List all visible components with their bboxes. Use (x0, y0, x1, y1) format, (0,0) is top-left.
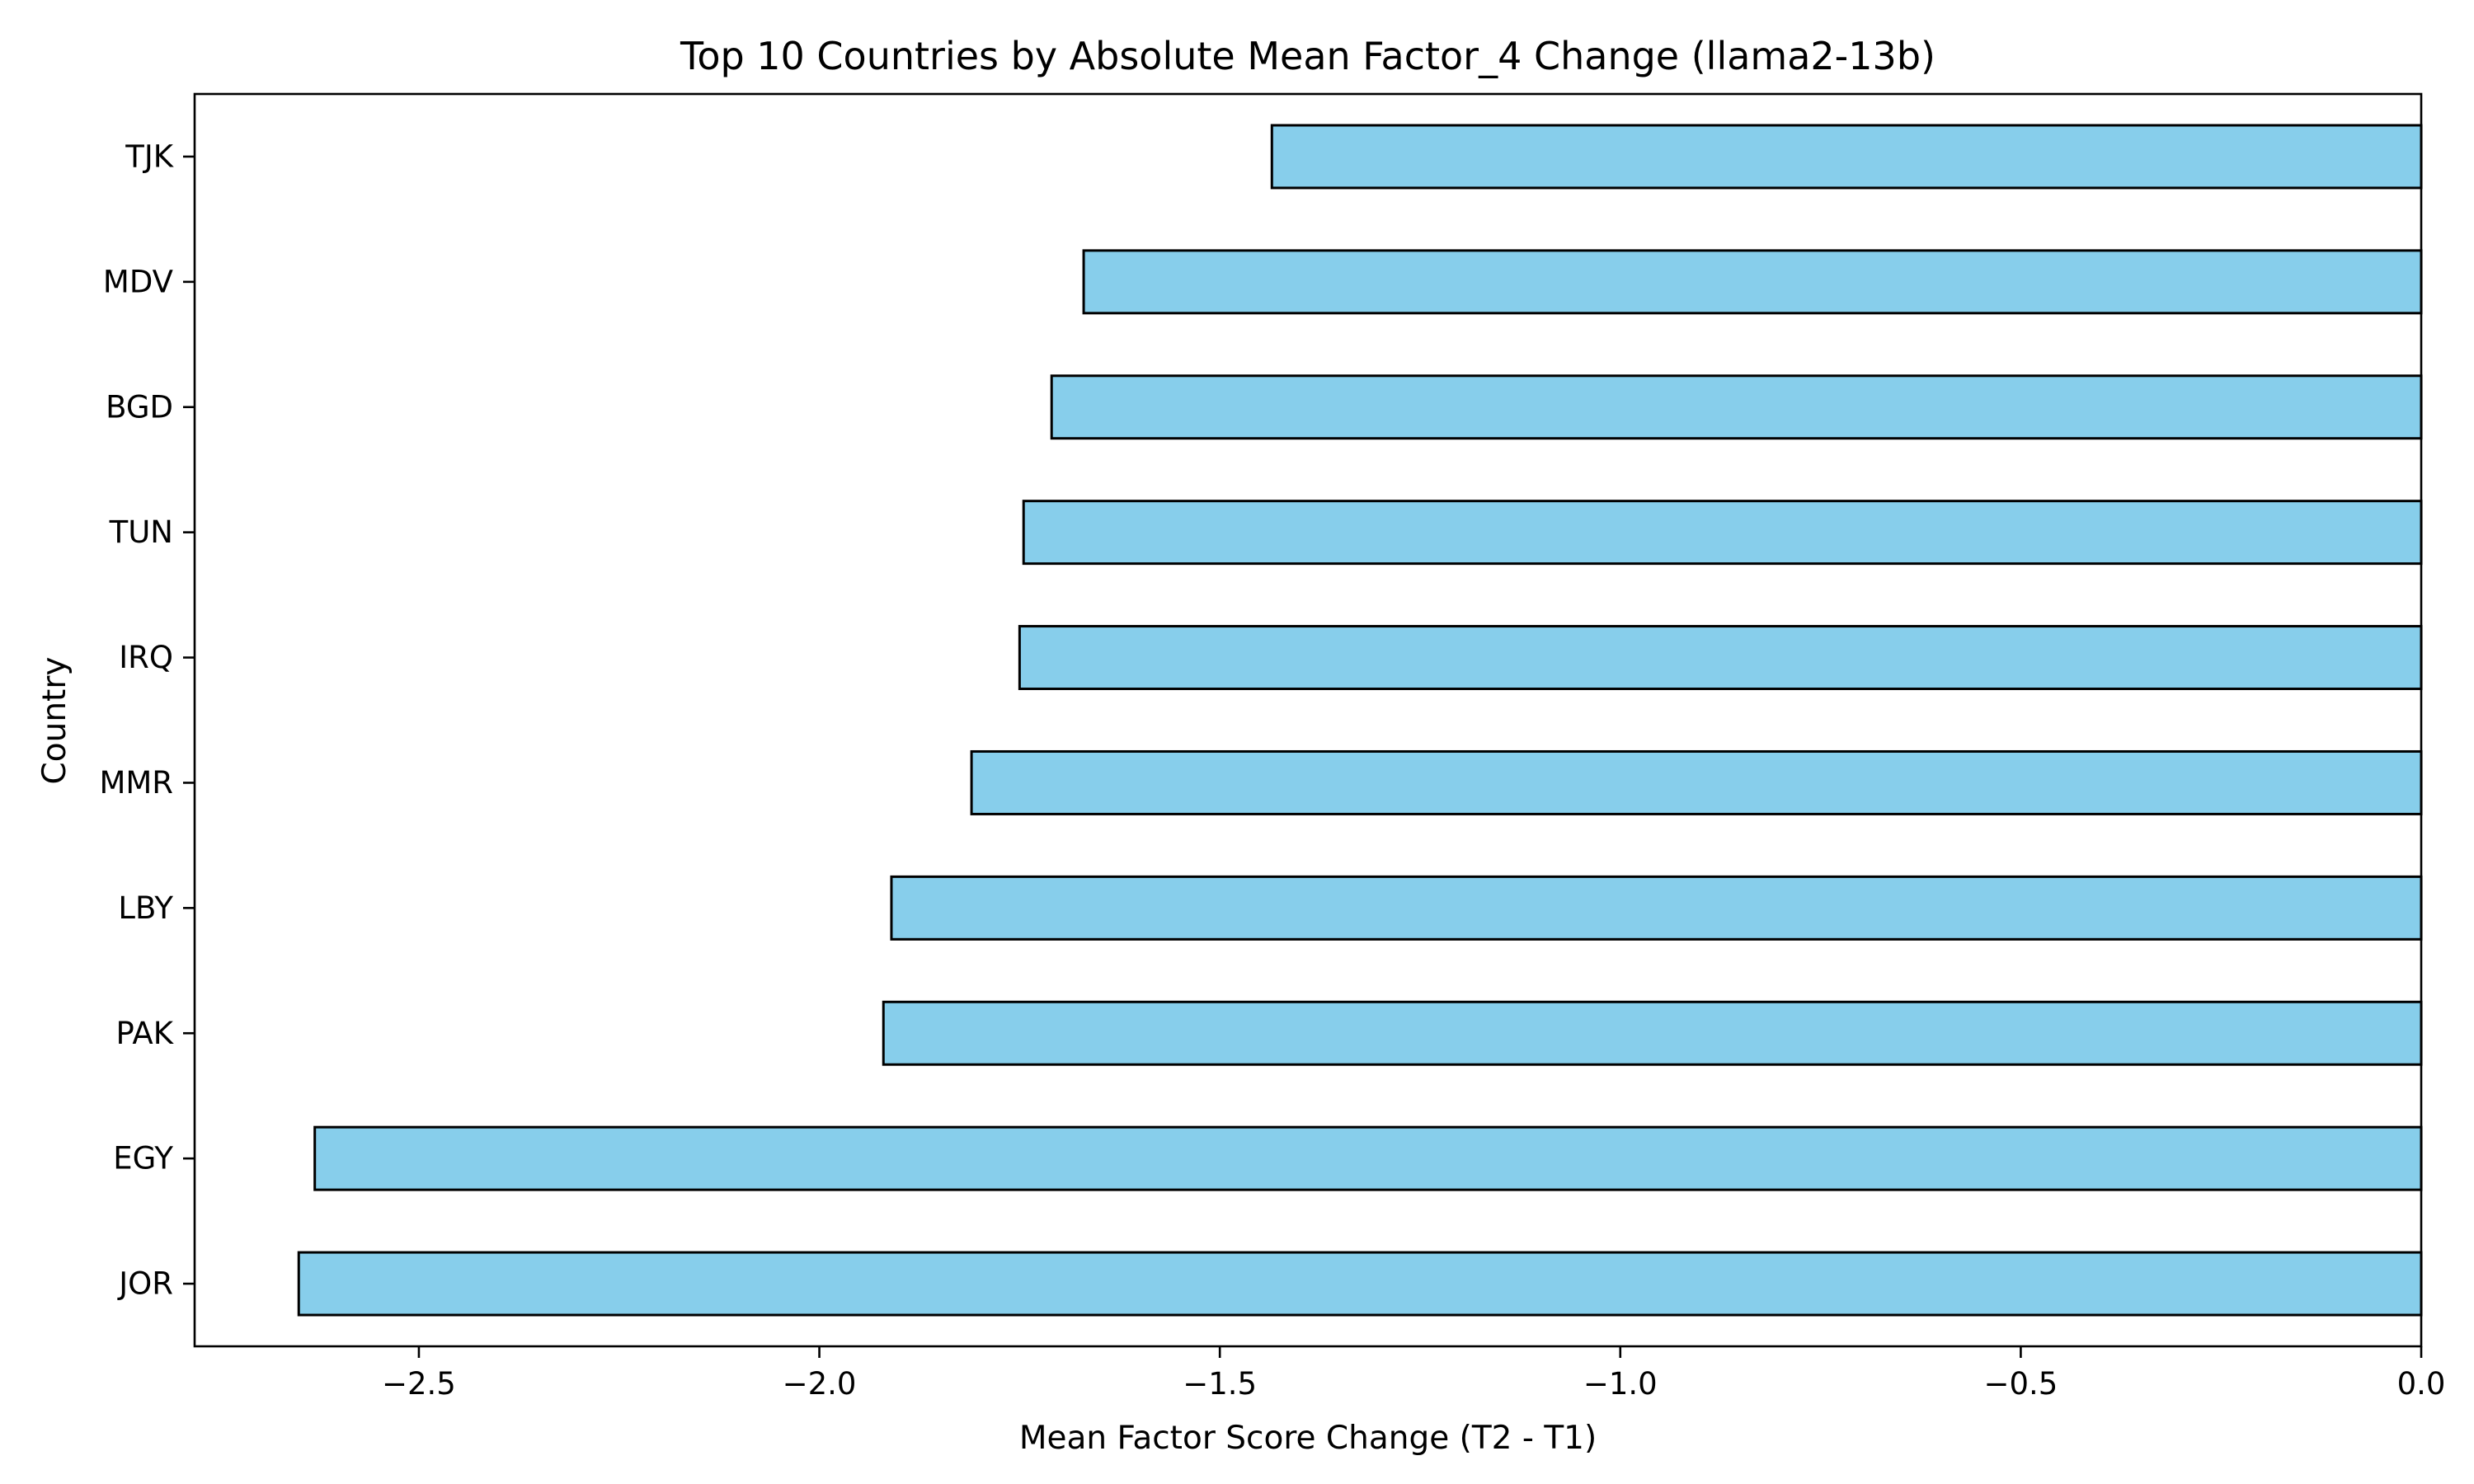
chart-title: Top 10 Countries by Absolute Mean Factor… (680, 34, 1935, 78)
bar-egy (313, 1125, 2423, 1191)
x-tick-label: 0.0 (2397, 1366, 2446, 1402)
bar-irq (1018, 625, 2423, 691)
bar-mmr (970, 749, 2423, 815)
y-tick-label: LBY (118, 890, 173, 926)
y-tick-label: TUN (109, 514, 173, 550)
bar-mdv (1082, 249, 2423, 315)
bar-tjk (1270, 124, 2423, 190)
x-tick-label: −0.5 (1983, 1366, 2058, 1402)
y-tick-label: TJK (125, 139, 175, 174)
bar-pak (882, 1000, 2423, 1066)
y-tick-label: EGY (113, 1141, 173, 1176)
y-axis-ticks: JOR EGY PAK LBY MMR IRQ TUN BGD MDV TJK (99, 139, 195, 1302)
x-tick-label: −1.0 (1583, 1366, 1658, 1402)
bar-bgd (1050, 374, 2423, 440)
bar-tun (1022, 500, 2423, 566)
y-tick-label: JOR (117, 1266, 173, 1302)
y-tick-label: MDV (103, 264, 173, 299)
bar-lby (890, 875, 2423, 941)
x-tick-label: −2.0 (783, 1366, 857, 1402)
plot-frame (193, 92, 2423, 1348)
x-axis-title: Mean Factor Score Change (T2 - T1) (1019, 1420, 1597, 1457)
bars-layer (297, 124, 2423, 1317)
bar-jor (297, 1251, 2423, 1317)
y-tick-label: BGD (106, 389, 173, 425)
x-tick-label: −1.5 (1183, 1366, 1257, 1402)
x-axis-ticks: −2.5 −2.0 −1.5 −1.0 −0.5 0.0 (382, 1346, 2445, 1402)
x-tick-label: −2.5 (382, 1366, 456, 1402)
y-tick-label: PAK (115, 1016, 174, 1051)
y-axis-title: Country (36, 657, 73, 785)
y-tick-label: IRQ (119, 640, 173, 675)
y-tick-label: MMR (99, 765, 173, 801)
